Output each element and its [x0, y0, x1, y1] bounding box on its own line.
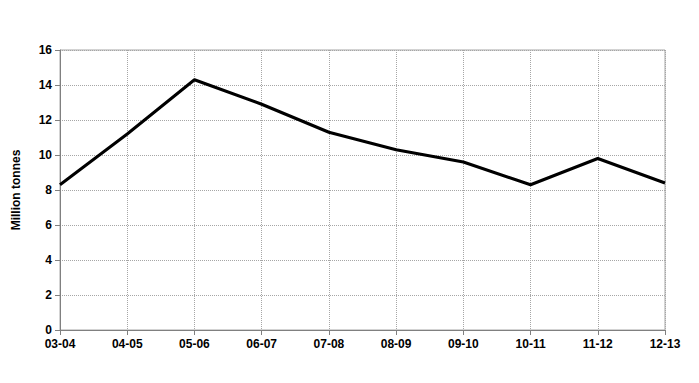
svg-text:2: 2 [45, 288, 52, 302]
svg-text:0: 0 [45, 323, 52, 337]
svg-text:6: 6 [45, 218, 52, 232]
svg-text:09-10: 09-10 [448, 337, 479, 351]
svg-text:16: 16 [39, 43, 53, 57]
svg-text:10: 10 [39, 148, 53, 162]
svg-text:03-04: 03-04 [45, 337, 76, 351]
svg-text:8: 8 [45, 183, 52, 197]
svg-text:12-13: 12-13 [650, 337, 681, 351]
svg-text:08-09: 08-09 [381, 337, 412, 351]
svg-text:4: 4 [45, 253, 52, 267]
svg-text:Million tonnes: Million tonnes [9, 149, 23, 230]
svg-text:11-12: 11-12 [583, 337, 613, 351]
svg-text:14: 14 [39, 78, 53, 92]
svg-text:04-05: 04-05 [112, 337, 143, 351]
svg-text:06-07: 06-07 [246, 337, 277, 351]
svg-text:05-06: 05-06 [179, 337, 210, 351]
svg-text:07-08: 07-08 [314, 337, 345, 351]
svg-text:12: 12 [39, 113, 53, 127]
svg-text:10-11: 10-11 [516, 337, 546, 351]
